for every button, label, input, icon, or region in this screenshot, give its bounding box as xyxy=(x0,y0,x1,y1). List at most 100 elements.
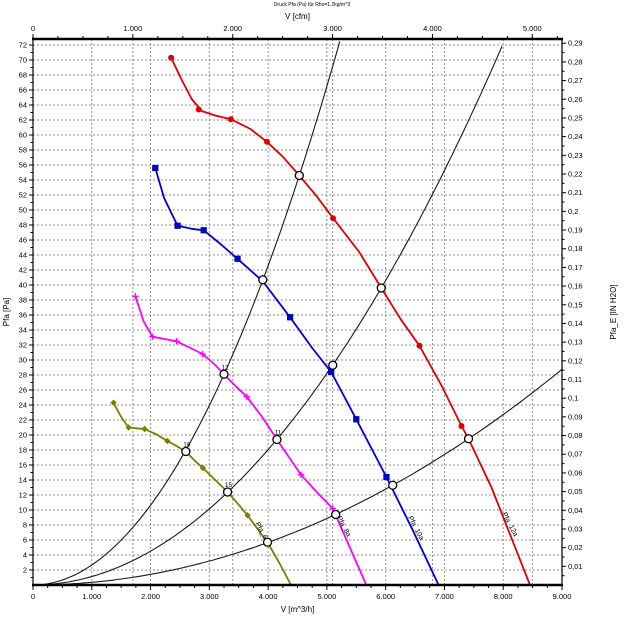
operating-point[interactable] xyxy=(219,369,229,379)
bottom-tick-label: 2.000 xyxy=(141,592,160,601)
top-tick-label: 2.000 xyxy=(223,24,242,33)
operating-point[interactable] xyxy=(328,360,338,370)
right-tick-label: 0,08 xyxy=(568,431,583,440)
right-tick-label: 0,18 xyxy=(568,244,583,253)
top-tick-label: 4.000 xyxy=(423,24,442,33)
data-marker-diamond xyxy=(199,464,207,472)
left-tick-label: 34 xyxy=(19,326,27,335)
data-marker-diamond xyxy=(164,437,171,445)
left-tick-label: 40 xyxy=(19,281,27,290)
data-marker-circle xyxy=(168,54,175,61)
left-tick-label: 64 xyxy=(19,101,27,110)
right-tick-label: 0,09 xyxy=(568,412,583,421)
bottom-tick-label: 4.000 xyxy=(259,592,278,601)
data-marker-square xyxy=(353,416,360,423)
top-tick-label: 3.000 xyxy=(323,24,342,33)
left-tick-label: 16 xyxy=(19,461,27,470)
left-tick-label: 28 xyxy=(19,371,27,380)
data-marker-circle xyxy=(263,138,270,145)
operating-point-label: 16 xyxy=(183,442,191,449)
left-tick-label: 6 xyxy=(23,536,27,545)
right-tick-label: 0,06 xyxy=(568,468,583,477)
operating-point[interactable] xyxy=(376,283,386,293)
right-tick-label: 0,02 xyxy=(568,543,583,552)
left-tick-label: 38 xyxy=(19,296,27,305)
plot-border xyxy=(32,38,563,586)
left-axis-title: Pfa [Pa] xyxy=(2,298,11,326)
left-tick-label: 52 xyxy=(19,191,27,200)
gridlines xyxy=(33,39,562,585)
curve-fan-12a: Pfa_12a xyxy=(168,54,531,586)
data-marker-square xyxy=(234,255,241,262)
data-marker-circle xyxy=(227,116,234,123)
left-tick-label: 4 xyxy=(23,551,27,560)
bottom-tick-label: 0 xyxy=(31,592,35,601)
left-tick-label: 2 xyxy=(23,566,27,575)
right-tick-label: 0,04 xyxy=(568,506,583,515)
left-tick-label: 20 xyxy=(19,431,27,440)
left-tick-label: 10 xyxy=(19,506,27,515)
data-marker-circle xyxy=(330,215,337,222)
top-tick-label: 5.000 xyxy=(523,24,542,33)
data-marker-diamond xyxy=(110,399,117,406)
left-tick-label: 54 xyxy=(19,176,27,185)
left-tick-label: 36 xyxy=(19,311,27,320)
left-tick-label: 60 xyxy=(19,131,27,140)
right-tick-label: 0,26 xyxy=(568,95,583,104)
right-tick-label: 0,19 xyxy=(568,226,583,235)
operating-point[interactable] xyxy=(181,446,191,457)
operating-point[interactable] xyxy=(272,434,282,445)
bottom-tick-label: 5.000 xyxy=(317,592,336,601)
operating-point[interactable] xyxy=(463,434,474,444)
data-marker-circle xyxy=(458,423,465,429)
right-tick-label: 0,25 xyxy=(568,113,583,122)
data-marker-diamond xyxy=(141,425,148,433)
data-marker-diamond xyxy=(125,424,132,431)
system-curve xyxy=(33,368,563,586)
left-tick-label: 42 xyxy=(19,266,27,275)
operating-point[interactable] xyxy=(388,480,398,490)
data-marker-square xyxy=(152,164,159,172)
right-tick-label: 0,24 xyxy=(568,132,583,141)
system-curve xyxy=(32,41,341,586)
operating-point[interactable] xyxy=(294,170,304,181)
left-tick-label: 56 xyxy=(19,161,27,170)
bottom-axis-title: V [m^3/h] xyxy=(281,605,315,614)
curve-fan-10a: Pfa_10a xyxy=(152,164,440,586)
left-tick-label: 44 xyxy=(19,251,27,260)
left-tick-label: 58 xyxy=(19,146,27,155)
operating-point[interactable] xyxy=(258,275,268,285)
right-tick-label: 0,23 xyxy=(568,151,583,160)
data-marker-square xyxy=(383,473,390,481)
operating-point[interactable] xyxy=(262,537,273,547)
data-marker-square xyxy=(174,222,181,229)
data-marker-square xyxy=(200,227,207,234)
chart-title: Druck Pfa (Pa) für Rho=1.2kg/m^3 xyxy=(273,2,351,8)
data-marker-square xyxy=(286,314,294,321)
right-tick-label: 0,27 xyxy=(568,76,583,85)
left-tick-label: 48 xyxy=(19,221,27,230)
data-marker-diamond xyxy=(244,512,251,519)
operating-point-label: 12 xyxy=(221,364,229,371)
right-tick-label: 0,12 xyxy=(568,356,583,365)
left-tick-label: 68 xyxy=(19,71,27,80)
right-tick-label: 0,1 xyxy=(568,394,578,403)
operating-point[interactable] xyxy=(331,509,341,520)
data-marker-circle xyxy=(416,342,423,349)
right-tick-label: 0,05 xyxy=(568,487,583,496)
left-tick-label: 46 xyxy=(19,236,27,245)
curve-line-fan-10a xyxy=(154,167,440,586)
left-tick-label: 72 xyxy=(19,41,27,50)
top-tick-label: 1.000 xyxy=(123,24,142,33)
top-tick-label: 0 xyxy=(31,24,35,33)
right-tick-label: 0,2 xyxy=(568,207,578,216)
system-resistance-curves xyxy=(32,41,563,586)
operating-points: 16 12 15 11 xyxy=(181,170,474,547)
axes: 0 1.000 2.000 3.000 4.000 5.000 6.000 7.000 8.00… xyxy=(2,12,618,614)
right-tick-label: 0,15 xyxy=(568,300,583,309)
operating-point[interactable] xyxy=(222,487,233,497)
left-tick-label: 66 xyxy=(19,86,27,95)
